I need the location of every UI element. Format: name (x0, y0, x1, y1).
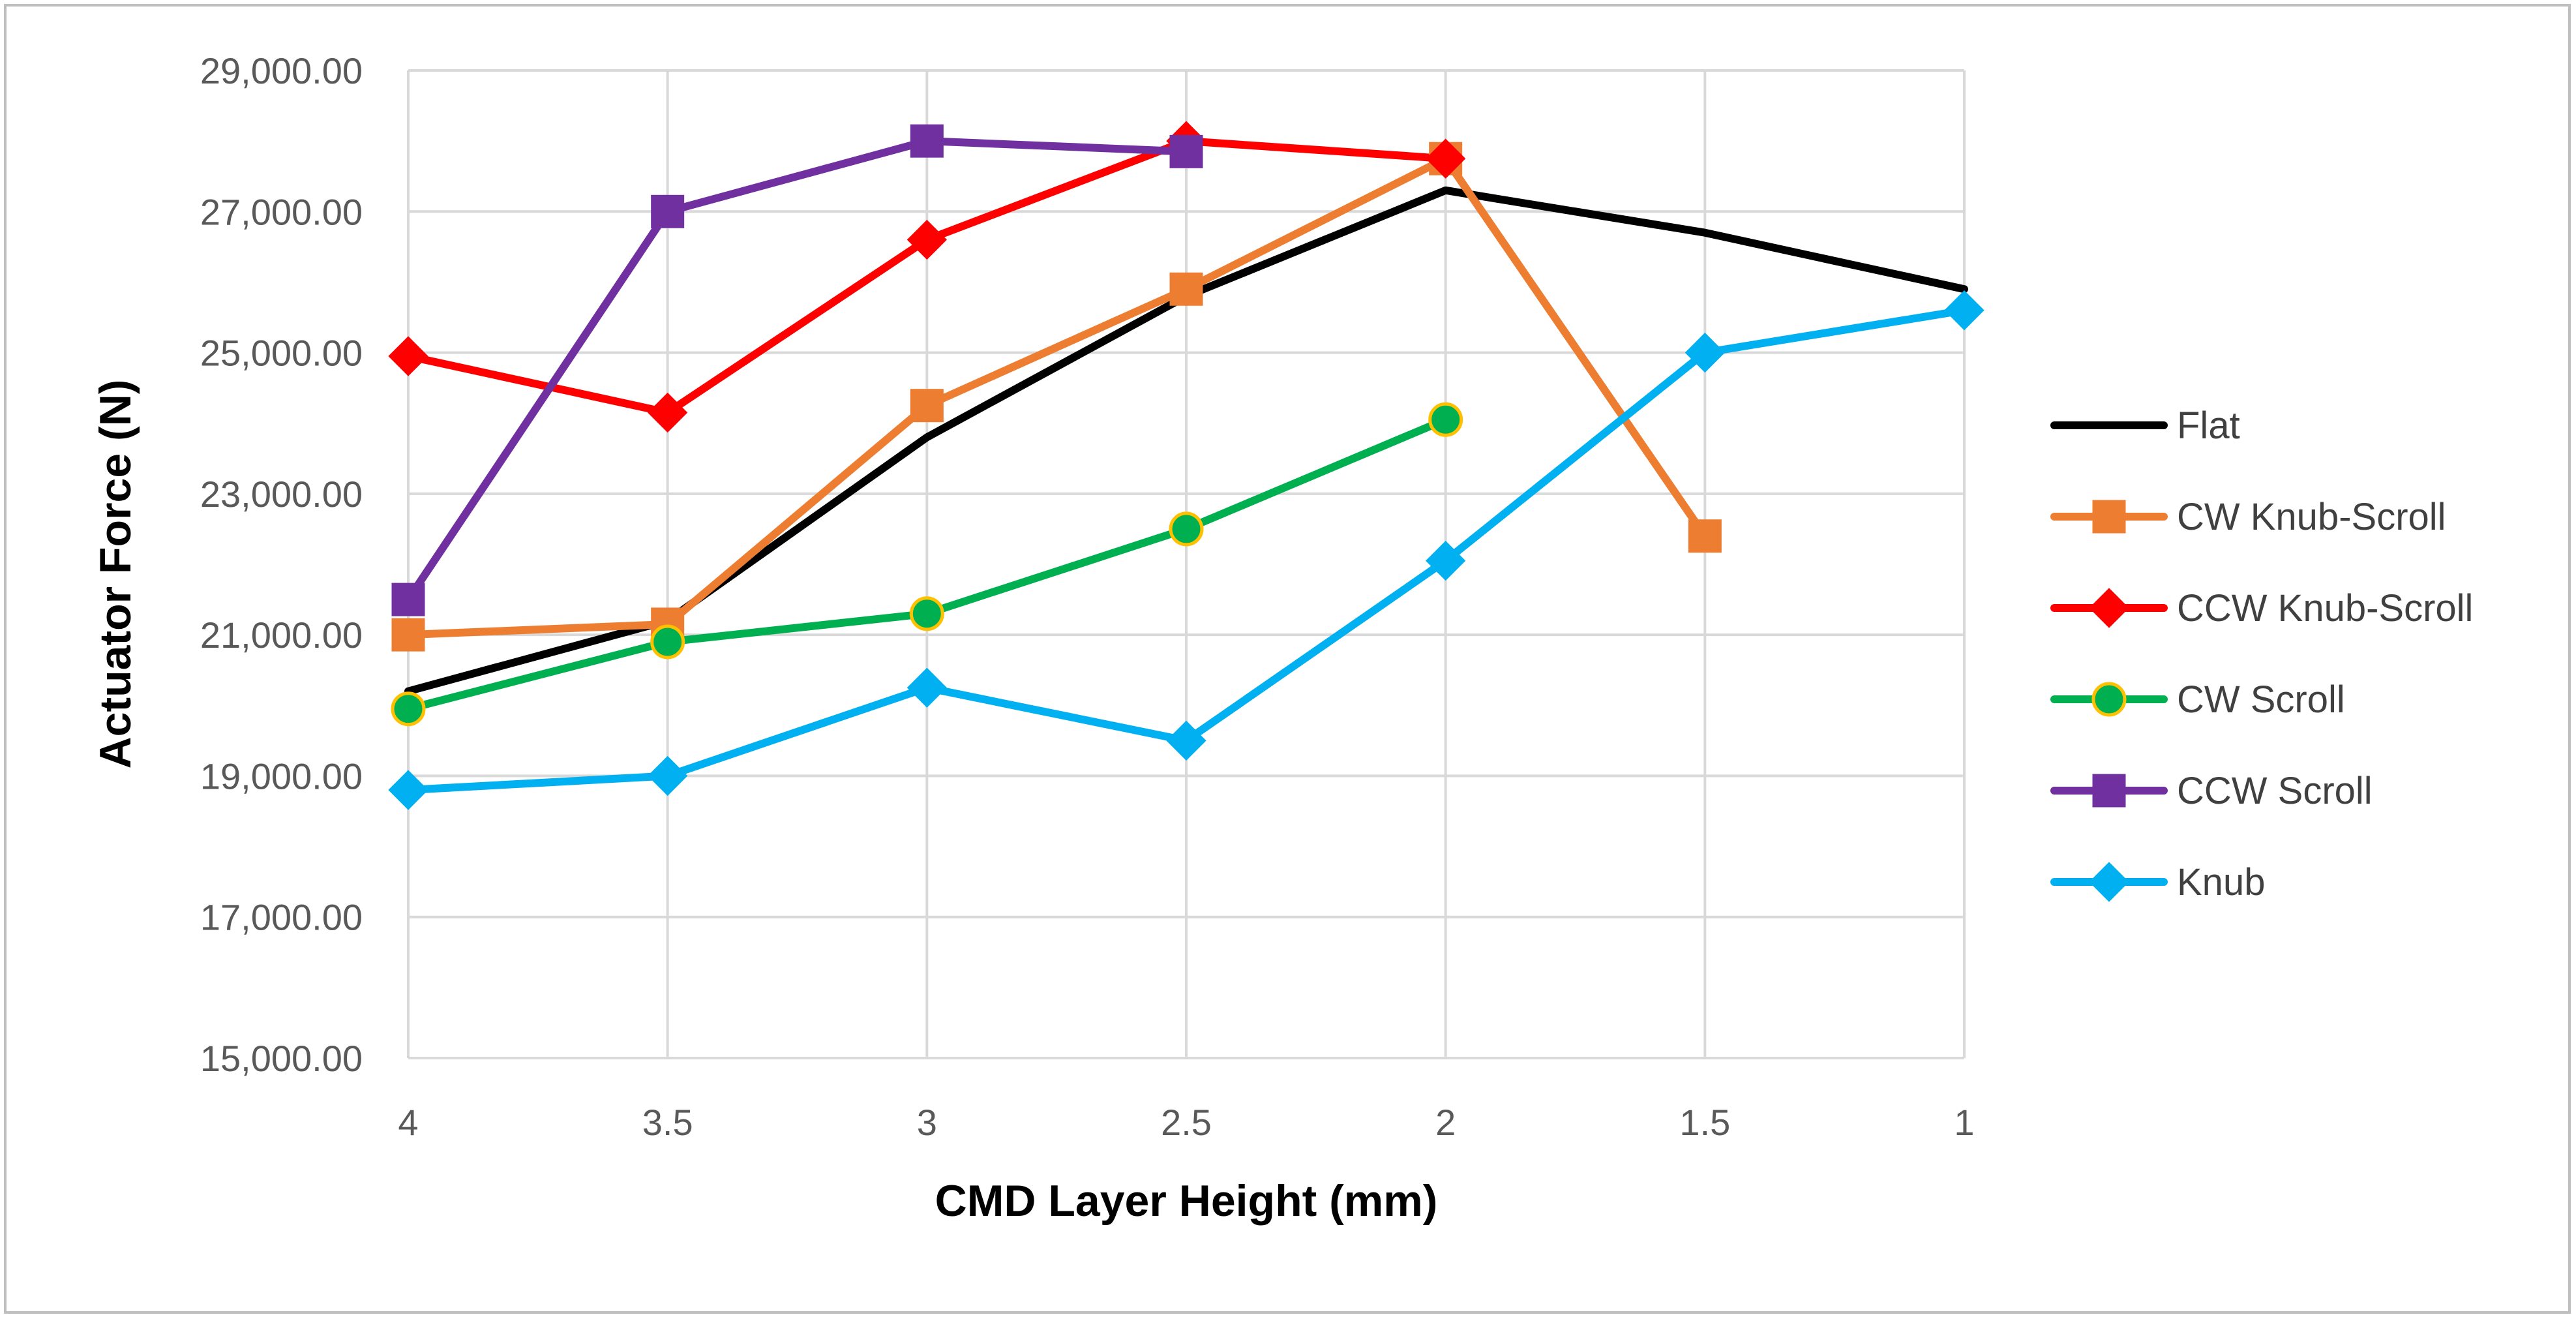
data-point-knub (648, 755, 688, 796)
legend-label-cw-knub-scroll: CW Knub-Scroll (2177, 496, 2446, 538)
data-point-knub (388, 770, 428, 810)
data-point-ccw-knub-scroll (648, 392, 688, 433)
legend-item-ccw-scroll: CCW Scroll (2050, 770, 2373, 812)
data-point-knub (1685, 332, 1725, 373)
data-point-cw-knub-scroll (910, 389, 944, 423)
legend-label-flat: Flat (2177, 404, 2240, 447)
legend: Flat CW Knub-Scroll CCW Knub-Scroll CW Scro… (2050, 404, 2473, 903)
legend-item-cw-knub-scroll: CW Knub-Scroll (2050, 496, 2446, 538)
y-tick-label: 27,000.00 (200, 191, 363, 232)
data-point-cw-scroll (1169, 511, 1204, 547)
y-axis-tick-labels: 15,000.00 17,000.00 19,000.00 21,000.00 23,0… (200, 50, 363, 1079)
data-point-knub (1166, 720, 1206, 761)
x-tick-label: 1 (1954, 1102, 1974, 1143)
chart-frame (4, 4, 2571, 1314)
data-point-ccw-knub-scroll (1426, 138, 1466, 179)
legend-item-ccw-knub-scroll: CCW Knub-Scroll (2050, 587, 2473, 629)
y-tick-label: 19,000.00 (200, 755, 363, 796)
data-point-knub (1944, 290, 1984, 331)
data-point-cw-scroll (909, 596, 944, 631)
data-point-ccw-knub-scroll (388, 336, 428, 376)
data-point-ccw-knub-scroll (906, 219, 947, 260)
data-point-ccw-scroll (1169, 134, 1203, 168)
data-point-ccw-scroll (651, 194, 685, 228)
legend-marker-ccw-knub-scroll (2089, 588, 2129, 628)
series-line-cw-knub-scroll (404, 155, 1709, 639)
legend-marker-cw-knub-scroll (2092, 500, 2126, 534)
legend-item-flat: Flat (2050, 404, 2240, 447)
y-tick-label: 25,000.00 (200, 333, 363, 374)
data-point-knub (906, 667, 947, 708)
data-point-cw-knub-scroll (1169, 272, 1203, 306)
legend-label-cw-scroll: CW Scroll (2177, 678, 2345, 721)
x-tick-label: 4 (398, 1102, 418, 1143)
x-axis-tick-labels: 4 3.5 3 2.5 2 1.5 1 (398, 1102, 1974, 1143)
legend-item-cw-scroll: CW Scroll (2050, 678, 2345, 721)
series-markers (388, 121, 1984, 810)
y-tick-label: 21,000.00 (200, 614, 363, 656)
data-point-cw-scroll (1428, 402, 1463, 437)
legend-label-knub: Knub (2177, 861, 2265, 903)
y-tick-label: 23,000.00 (200, 474, 363, 515)
legend-marker-ccw-scroll (2092, 774, 2126, 808)
legend-marker-knub (2089, 862, 2129, 902)
x-tick-label: 1.5 (1679, 1102, 1730, 1143)
data-point-knub (1426, 540, 1466, 581)
x-axis-title: CMD Layer Height (mm) (935, 1176, 1438, 1226)
data-point-cw-knub-scroll (391, 618, 425, 652)
legend-item-knub: Knub (2050, 861, 2265, 903)
legend-marker-cw-scroll (2091, 682, 2127, 717)
series-line-ccw-scroll (404, 137, 1190, 604)
y-tick-label: 29,000.00 (200, 50, 363, 91)
x-tick-label: 3.5 (642, 1102, 693, 1143)
data-point-cw-knub-scroll (1688, 519, 1722, 553)
data-point-cw-scroll (650, 624, 685, 660)
data-point-ccw-scroll (910, 124, 944, 158)
data-point-cw-scroll (391, 691, 426, 727)
x-tick-label: 2.5 (1161, 1102, 1212, 1143)
y-tick-label: 17,000.00 (200, 897, 363, 938)
y-tick-label: 15,000.00 (200, 1038, 363, 1079)
x-tick-label: 3 (917, 1102, 937, 1143)
data-point-ccw-scroll (391, 583, 425, 616)
x-tick-label: 2 (1435, 1102, 1456, 1143)
legend-label-ccw-scroll: CCW Scroll (2177, 770, 2373, 812)
legend-label-ccw-knub-scroll: CCW Knub-Scroll (2177, 587, 2473, 629)
grid-lines (407, 69, 1966, 1059)
y-axis-title: Actuator Force (N) (91, 380, 140, 769)
